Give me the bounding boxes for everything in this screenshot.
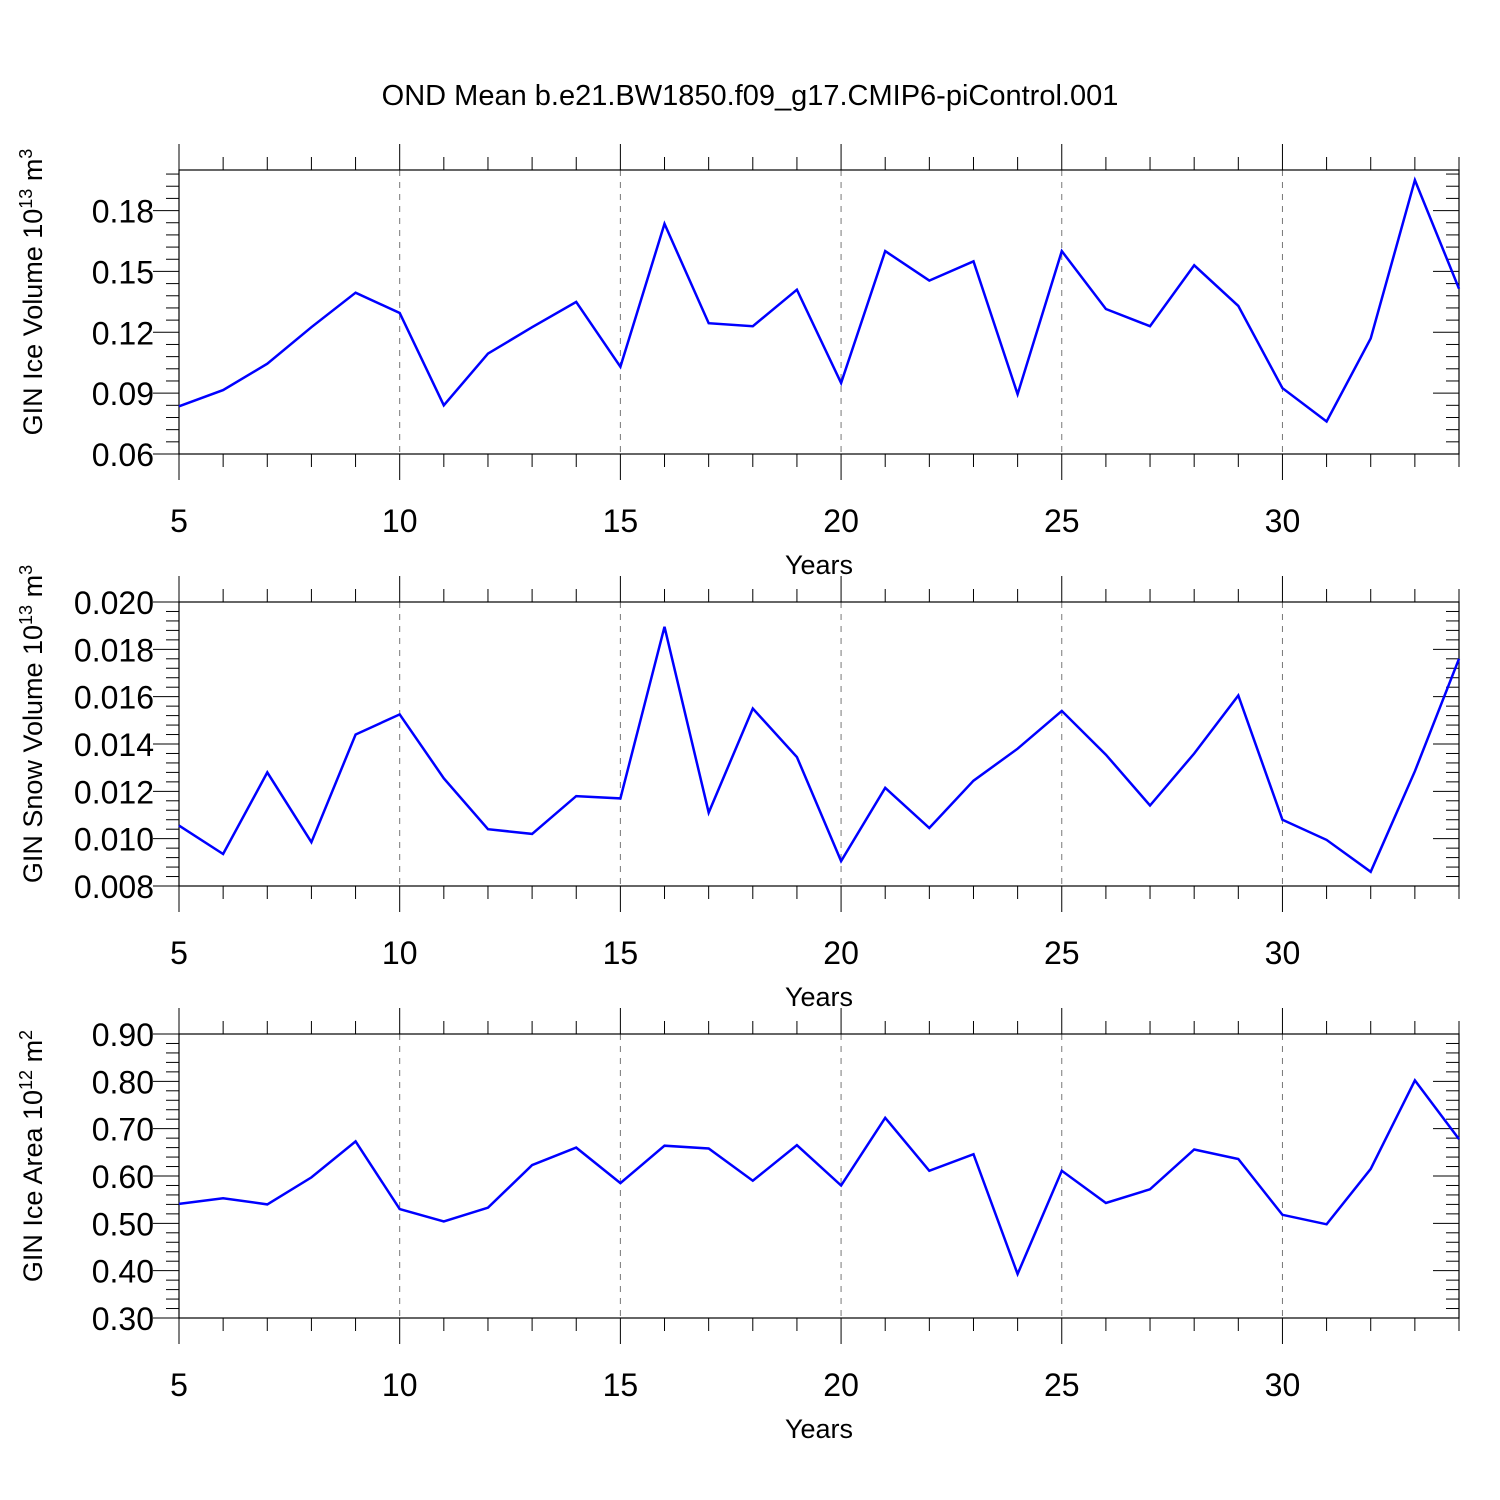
panel-2-y-tick-label: 0.012 xyxy=(74,774,154,810)
panel-3-x-axis-label: Years xyxy=(785,1414,853,1444)
panel-3-y-axis-label: GIN Ice Area 1012 m2 xyxy=(16,1030,48,1282)
panel-2-x-tick-label: 20 xyxy=(823,935,859,971)
panel-3-x-tick-label: 10 xyxy=(382,1367,418,1403)
panel-3-y-tick-label: 0.90 xyxy=(92,1017,154,1053)
panel-2-x-tick-label: 5 xyxy=(170,935,188,971)
panel-2-x-axis-label: Years xyxy=(785,982,853,1012)
panel-1-y-axis-label: GIN Ice Volume 1013 m3 xyxy=(16,149,48,436)
panel-2-y-tick-label: 0.010 xyxy=(74,822,154,858)
panel-1-y-tick-label: 0.12 xyxy=(92,315,154,351)
panel-2-x-tick-label: 15 xyxy=(603,935,639,971)
panel-3-x-tick-label: 15 xyxy=(603,1367,639,1403)
panel-1-y-tick-label: 0.15 xyxy=(92,254,154,290)
panel-1-x-tick-label: 20 xyxy=(823,503,859,539)
panel-3-frame xyxy=(178,1033,1460,1319)
panel-2-x-tick-label: 25 xyxy=(1044,935,1080,971)
panel-3-y-tick-label: 0.40 xyxy=(92,1254,154,1290)
panel-3-y-tick-label: 0.70 xyxy=(92,1112,154,1148)
panel-2-series-line xyxy=(178,626,1461,874)
panel-1-x-tick-label: 5 xyxy=(170,503,188,539)
panel-1-x-tick-label: 10 xyxy=(382,503,418,539)
panel-1-x-tick-label: 15 xyxy=(603,503,639,539)
panel-1-frame xyxy=(178,169,1460,455)
chart-title: OND Mean b.e21.BW1850.f09_g17.CMIP6-piCo… xyxy=(381,80,1119,112)
panel-1-series-line xyxy=(178,176,1461,424)
panel-1-x-tick-label: 25 xyxy=(1044,503,1080,539)
panel-1-x-axis-label: Years xyxy=(785,550,853,580)
panel-3-y-tick-label: 0.80 xyxy=(92,1064,154,1100)
panel-3-x-tick-label: 30 xyxy=(1265,1367,1301,1403)
panel-3-x-tick-label: 5 xyxy=(170,1367,188,1403)
panel-3-series-line xyxy=(178,1078,1460,1278)
panel-3-y-tick-label: 0.50 xyxy=(92,1206,154,1242)
panel-2-y-tick-label: 0.016 xyxy=(74,680,154,716)
panel-3-x-tick-label: 25 xyxy=(1044,1367,1080,1403)
panel-1-y-tick-label: 0.09 xyxy=(92,376,154,412)
panel-2-y-axis-label: GIN Snow Volume 1013 m3 xyxy=(16,565,48,883)
panel-2-y-tick-label: 0.018 xyxy=(74,632,154,668)
panel-2-x-tick-label: 30 xyxy=(1265,935,1301,971)
panel-1-y-tick-label: 0.06 xyxy=(92,437,154,473)
panel-1-y-tick-label: 0.18 xyxy=(92,194,154,230)
panel-2-y-tick-label: 0.020 xyxy=(74,585,154,621)
panel-2-frame xyxy=(178,601,1460,887)
panel-2-y-tick-label: 0.008 xyxy=(74,869,154,905)
panel-1-x-tick-label: 30 xyxy=(1265,503,1301,539)
panel-2-y-tick-label: 0.014 xyxy=(74,727,154,763)
panel-3-y-tick-label: 0.30 xyxy=(92,1301,154,1337)
panel-3-x-tick-label: 20 xyxy=(823,1367,859,1403)
panel-3-y-tick-label: 0.60 xyxy=(92,1159,154,1195)
panel-2-x-tick-label: 10 xyxy=(382,935,418,971)
